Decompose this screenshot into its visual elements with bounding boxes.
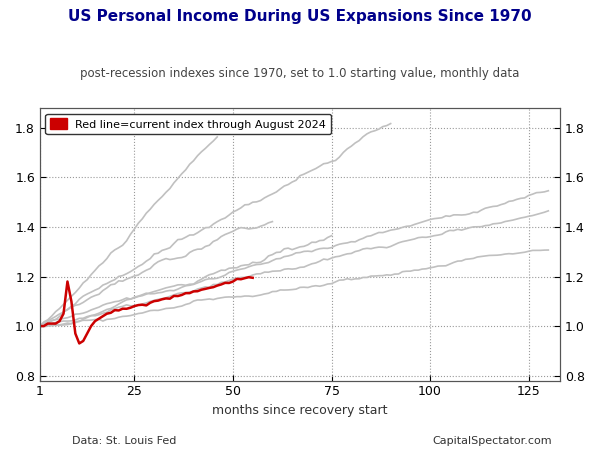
Legend: Red line=current index through August 2024: Red line=current index through August 20… xyxy=(46,113,331,134)
Text: US Personal Income During US Expansions Since 1970: US Personal Income During US Expansions … xyxy=(68,9,532,24)
Text: Data: St. Louis Fed: Data: St. Louis Fed xyxy=(72,436,176,446)
Text: CapitalSpectator.com: CapitalSpectator.com xyxy=(433,436,552,446)
X-axis label: months since recovery start: months since recovery start xyxy=(212,404,388,417)
Title: post-recession indexes since 1970, set to 1.0 starting value, monthly data: post-recession indexes since 1970, set t… xyxy=(80,68,520,81)
